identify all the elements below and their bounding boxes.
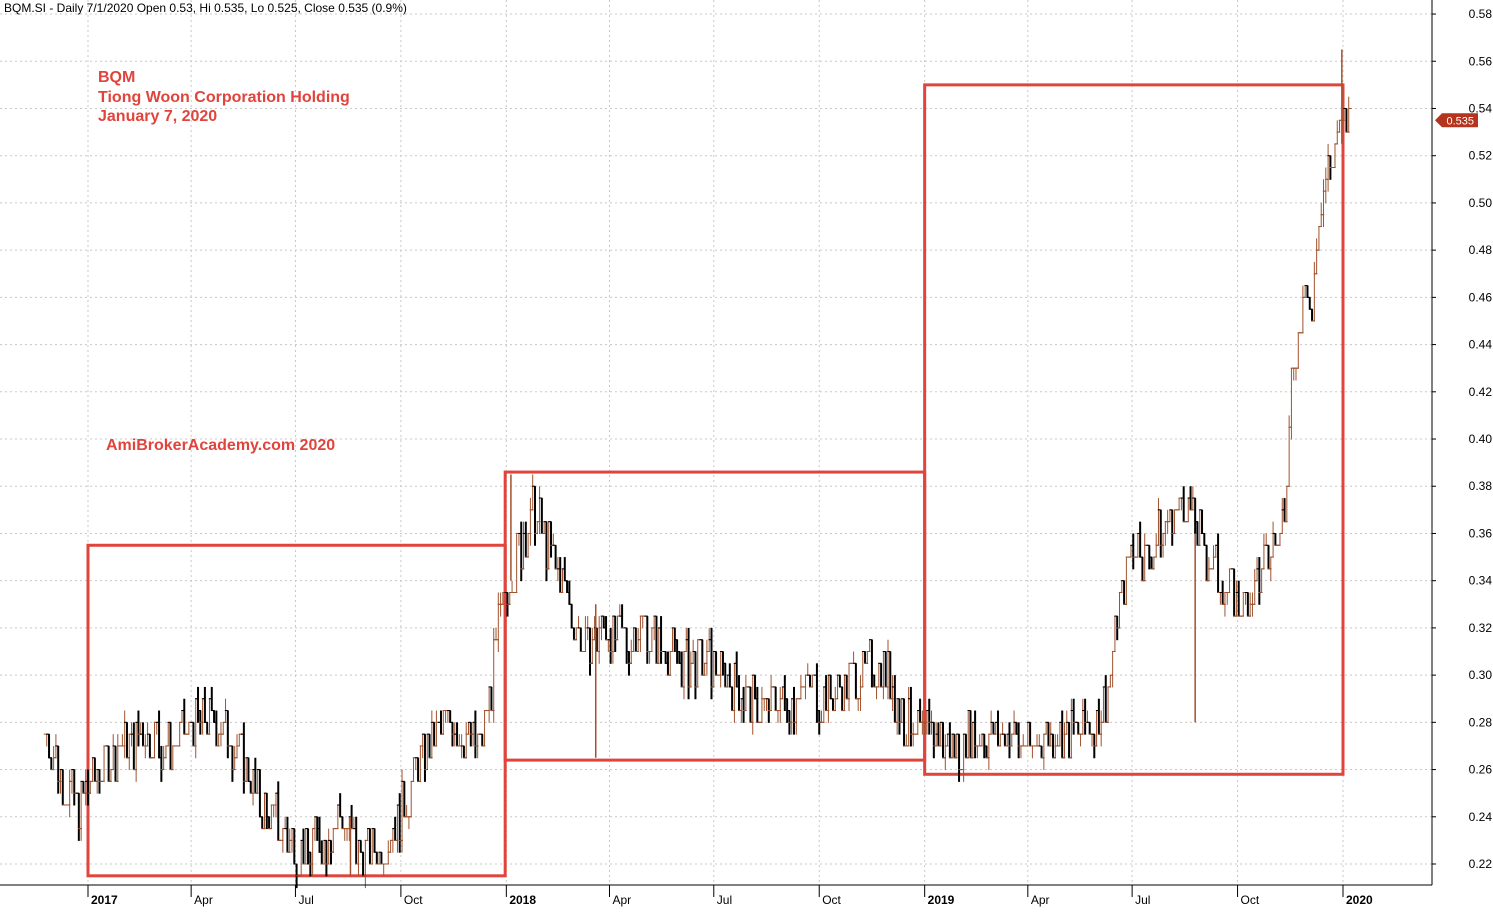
y-tick-label: 0.24: [1469, 810, 1493, 824]
price-bar: [804, 663, 811, 676]
price-bar: [568, 603, 575, 629]
x-tick-label: Apr: [194, 893, 213, 907]
y-tick-label: 0.30: [1469, 668, 1493, 682]
price-bar: [575, 616, 582, 629]
price-bar: [1345, 96, 1352, 133]
bar-layer: [43, 49, 1352, 889]
range-box: [503, 470, 927, 762]
price-bar: [1295, 332, 1302, 369]
watermark-text: AmiBrokerAcademy.com 2020: [106, 437, 336, 454]
price-bar: [509, 580, 516, 593]
price-bar: [101, 745, 108, 782]
y-tick-label: 0.40: [1469, 432, 1493, 446]
price-bar: [185, 721, 192, 735]
box-layer: [86, 83, 1345, 878]
price-bar: [1276, 532, 1283, 546]
price-bar: [339, 816, 346, 830]
y-tick-label: 0.36: [1469, 526, 1493, 540]
y-tick-label: 0.32: [1469, 621, 1493, 635]
y-tick-label: 0.26: [1469, 763, 1493, 777]
x-tick-label: Oct: [404, 893, 423, 907]
x-tick-label: Jul: [1135, 893, 1150, 907]
price-bar: [1331, 143, 1338, 169]
range-box: [923, 83, 1345, 776]
y-tick-label: 0.22: [1469, 857, 1493, 871]
price-bar: [1306, 296, 1313, 310]
y-tick-label: 0.50: [1469, 196, 1493, 210]
y-tick-label: 0.58: [1469, 7, 1493, 21]
annotation-date: January 7, 2020: [98, 108, 218, 125]
chart-header: BQM.SI - Daily 7/1/2020 Open 0.53, Hi 0.…: [4, 1, 407, 15]
price-bar: [1075, 721, 1082, 735]
x-tick-label: 2020: [1346, 893, 1373, 907]
x-tick-label: 2017: [91, 893, 118, 907]
x-tick-label: Oct: [1241, 893, 1260, 907]
y-tick-label: 0.34: [1469, 574, 1493, 588]
price-bar: [850, 651, 857, 664]
y-tick-label: 0.52: [1469, 149, 1493, 163]
y-tick-label: 0.48: [1469, 243, 1493, 257]
x-tick-label: Apr: [1031, 893, 1050, 907]
y-tick-label: 0.46: [1469, 290, 1493, 304]
price-bar: [1086, 721, 1093, 735]
price-bar: [852, 662, 859, 700]
price-bar: [176, 721, 183, 747]
x-tick-label: Jul: [298, 893, 313, 907]
price-bar: [802, 674, 809, 700]
price-bar: [999, 722, 1006, 735]
price-bar: [577, 627, 584, 653]
price-bar: [279, 828, 286, 853]
x-tick-label: Apr: [612, 893, 631, 907]
y-tick-label: 0.44: [1469, 338, 1493, 352]
price-bar: [772, 686, 779, 712]
x-tick-label: 2018: [509, 893, 536, 907]
price-bar: [1020, 734, 1027, 747]
price-bar: [873, 686, 880, 700]
x-tick-label: Jul: [717, 893, 732, 907]
y-tick-label: 0.38: [1469, 479, 1493, 493]
price-bar: [1029, 745, 1036, 759]
last-price-label: 0.535: [1446, 115, 1474, 127]
x-tick-label: Oct: [822, 893, 841, 907]
y-tick-label: 0.54: [1469, 101, 1493, 115]
annotation-symbol: BQM: [98, 69, 136, 86]
price-bar: [1201, 532, 1208, 546]
annotation-company: Tiong Woon Corporation Holding: [98, 89, 350, 106]
y-tick-label: 0.42: [1469, 385, 1493, 399]
price-bar: [408, 780, 415, 818]
price-bar: [1215, 533, 1222, 593]
grid-layer: [0, 0, 1432, 885]
price-bar: [405, 816, 412, 830]
last-price-tag: 0.535: [1435, 113, 1478, 128]
y-tick-label: 0.56: [1469, 54, 1493, 68]
price-bar: [1077, 733, 1084, 747]
y-tick-label: 0.28: [1469, 715, 1493, 729]
x-tick-label: 2019: [928, 893, 955, 907]
